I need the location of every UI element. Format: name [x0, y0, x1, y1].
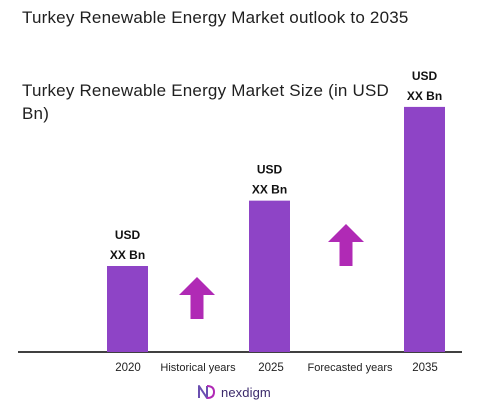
data-label-2020: XX Bn: [110, 248, 145, 262]
data-label-2025: USD: [257, 163, 283, 177]
bar-2035: [404, 106, 445, 353]
data-label-2020: USD: [115, 228, 141, 242]
nexdigm-logo-icon: [198, 385, 216, 399]
x-tick-label-2025: 2025: [258, 362, 284, 374]
x-tick-label-2035: 2035: [412, 362, 438, 374]
data-label-2025: XX Bn: [252, 183, 287, 197]
chart-title: Turkey Renewable Energy Market Size (in …: [22, 81, 389, 123]
bar-2025: [249, 200, 290, 352]
x-tick-label-2020: 2020: [115, 362, 141, 374]
page-title: Turkey Renewable Energy Market outlook t…: [22, 8, 409, 27]
brand-name: nexdigm: [221, 384, 271, 400]
data-label-2035: USD: [412, 69, 438, 83]
data-label-2035: XX Bn: [407, 89, 442, 103]
growth-arrow-historical-icon: [179, 277, 215, 319]
annotation-forecasted: Forecasted years: [308, 362, 393, 374]
growth-arrow-forecast-icon: [328, 224, 364, 266]
annotation-historical: Historical years: [160, 362, 236, 374]
brand-footer: nexdigm: [197, 381, 271, 403]
bar-2020: [107, 266, 148, 352]
